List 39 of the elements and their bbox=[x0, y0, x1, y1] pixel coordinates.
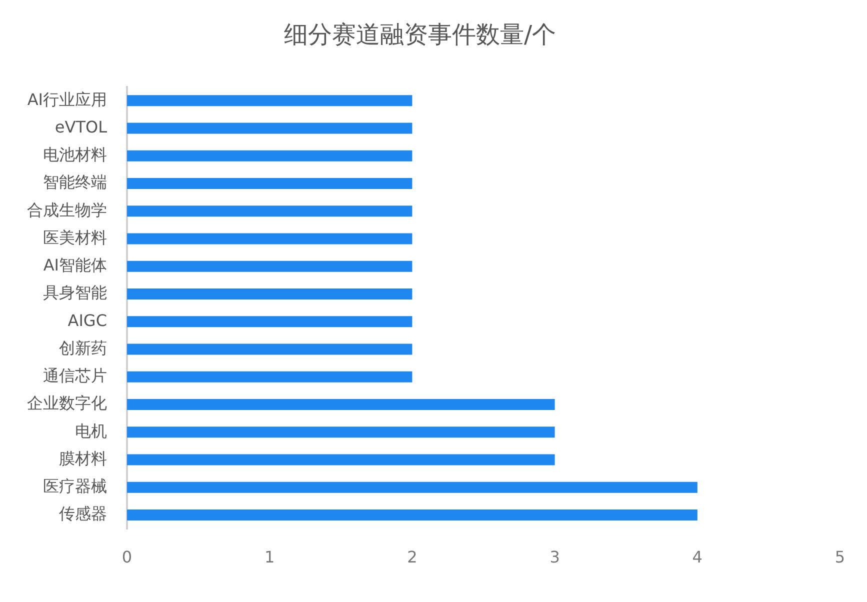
y-tick-label: 具身智能 bbox=[43, 283, 107, 302]
y-tick-label: 电池材料 bbox=[43, 145, 107, 164]
x-tick-label: 3 bbox=[550, 548, 560, 567]
x-tick-label: 0 bbox=[122, 548, 132, 567]
bar bbox=[127, 288, 412, 300]
y-tick-label: AI智能体 bbox=[43, 256, 107, 275]
bar bbox=[127, 150, 412, 162]
y-tick-label: 企业数字化 bbox=[27, 394, 107, 413]
y-tick-label: AIGC bbox=[68, 310, 107, 330]
y-tick-label: 电机 bbox=[75, 421, 107, 440]
x-tick-label: 1 bbox=[264, 548, 275, 567]
bar bbox=[127, 426, 555, 438]
y-tick-label: 智能终端 bbox=[43, 172, 107, 192]
y-tick-label: 创新药 bbox=[59, 338, 107, 358]
y-tick-label: 医疗器械 bbox=[43, 476, 107, 496]
bar bbox=[127, 206, 412, 217]
y-tick-label: 通信芯片 bbox=[43, 366, 107, 386]
bar bbox=[127, 260, 412, 272]
y-tick-label: 膜材料 bbox=[59, 448, 107, 468]
bar bbox=[127, 454, 555, 466]
y-tick-label: 传感器 bbox=[59, 504, 107, 524]
y-tick-label: eVTOL bbox=[54, 117, 108, 136]
bar bbox=[127, 482, 698, 493]
x-tick-label: 4 bbox=[692, 548, 702, 567]
bar bbox=[127, 178, 412, 190]
chart-title: 细分赛道融资事件数量/个 bbox=[284, 20, 556, 49]
bar bbox=[127, 509, 698, 521]
y-tick-label: 医美材料 bbox=[43, 228, 107, 247]
bar bbox=[127, 316, 412, 328]
x-tick-label: 5 bbox=[834, 548, 846, 567]
bar bbox=[127, 95, 412, 106]
bar bbox=[127, 233, 412, 244]
y-tick-label: AI行业应用 bbox=[27, 90, 107, 109]
bar bbox=[127, 122, 412, 134]
bar bbox=[127, 398, 555, 410]
y-tick-label: 合成生物学 bbox=[27, 200, 107, 220]
bar bbox=[127, 371, 412, 382]
bar bbox=[127, 344, 412, 355]
x-tick-label: 2 bbox=[407, 548, 418, 567]
